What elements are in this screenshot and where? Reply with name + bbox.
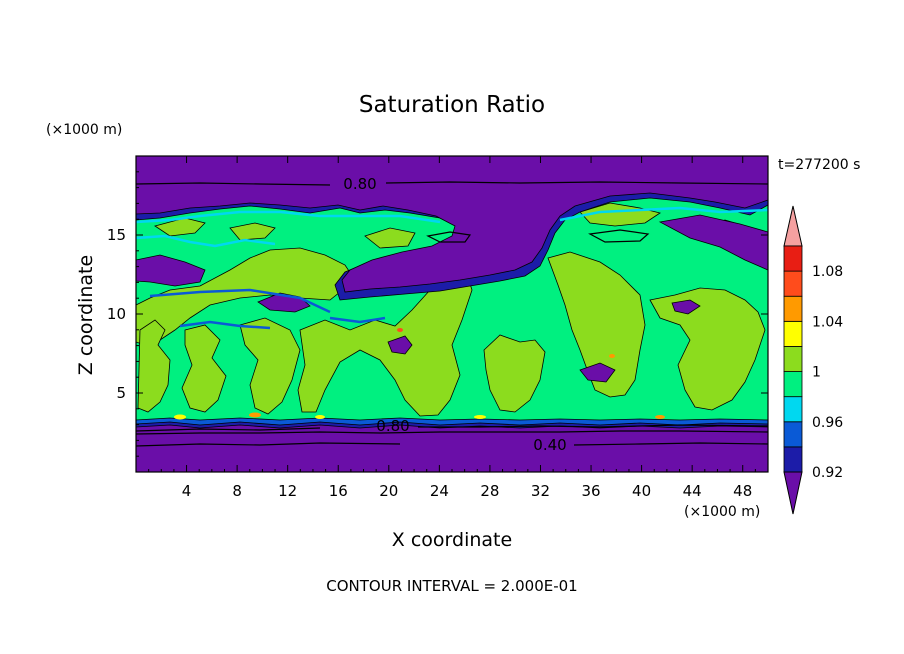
- contour-label-mid: 0.80: [376, 417, 409, 435]
- colorbar-extension-bottom: [783, 471, 803, 515]
- y-unit-label: (×1000 m): [46, 122, 122, 138]
- x-tick-label: 40: [632, 482, 651, 500]
- colorbar-segment: [783, 245, 803, 272]
- x-tick-label: 8: [232, 482, 242, 500]
- contour-label-top: 0.80: [343, 175, 376, 193]
- y-axis-label: Z coordinate: [75, 255, 97, 375]
- colorbar-segment: [783, 320, 803, 347]
- y-tick-label: 5: [116, 384, 126, 402]
- field-upper-band: [135, 155, 769, 383]
- colorbar-segment: [783, 371, 803, 398]
- x-unit-label: (×1000 m): [684, 504, 760, 520]
- x-tick-label: 28: [480, 482, 499, 500]
- colorbar-segment: [783, 446, 803, 473]
- colorbar-segment: [783, 396, 803, 423]
- chart-title: Saturation Ratio: [359, 92, 545, 118]
- colorbar-tick-label: 1.04: [812, 314, 843, 330]
- colorbar-segment: [783, 421, 803, 448]
- x-tick-label: 44: [683, 482, 702, 500]
- colorbar-segment: [783, 346, 803, 372]
- x-tick-label: 32: [531, 482, 550, 500]
- colorbar-extension-top: [783, 205, 803, 247]
- colorbar-tick-label: 0.92: [812, 465, 843, 481]
- x-axis-label: X coordinate: [392, 529, 512, 551]
- colorbar-segment: [783, 270, 803, 297]
- colorbar-tick-label: 1: [812, 365, 821, 381]
- x-tick-label: 24: [430, 482, 449, 500]
- colorbar-tick-label: 0.96: [812, 415, 843, 431]
- colorbar: 1.08 1.04 1 0.96 0.92: [783, 205, 843, 515]
- contour-interval-note: CONTOUR INTERVAL = 2.000E-01: [326, 577, 577, 595]
- x-tick-label: 20: [379, 482, 398, 500]
- x-tick-label: 36: [581, 482, 600, 500]
- field-warm-spots: [174, 328, 665, 420]
- x-axis: 4 8 12 16 20 24 28 32 36 40 44 48: [148, 156, 756, 500]
- x-tick-label: 16: [329, 482, 348, 500]
- x-tick-label: 12: [278, 482, 297, 500]
- colorbar-segment: [783, 295, 803, 322]
- time-label: t=277200 s: [778, 157, 860, 173]
- field-edge-lines: [135, 206, 769, 330]
- x-tick-label: 4: [182, 482, 192, 500]
- plot-area: 0.80 0.80 0.40: [135, 155, 769, 473]
- y-tick-label: 10: [107, 305, 126, 323]
- x-tick-label: 48: [733, 482, 752, 500]
- y-tick-label: 15: [107, 226, 126, 244]
- y-axis: 5 10 15: [107, 171, 768, 457]
- colorbar-tick-label: 1.08: [812, 264, 843, 280]
- contour-label-low: 0.40: [533, 436, 566, 454]
- contour-lines: [135, 181, 769, 447]
